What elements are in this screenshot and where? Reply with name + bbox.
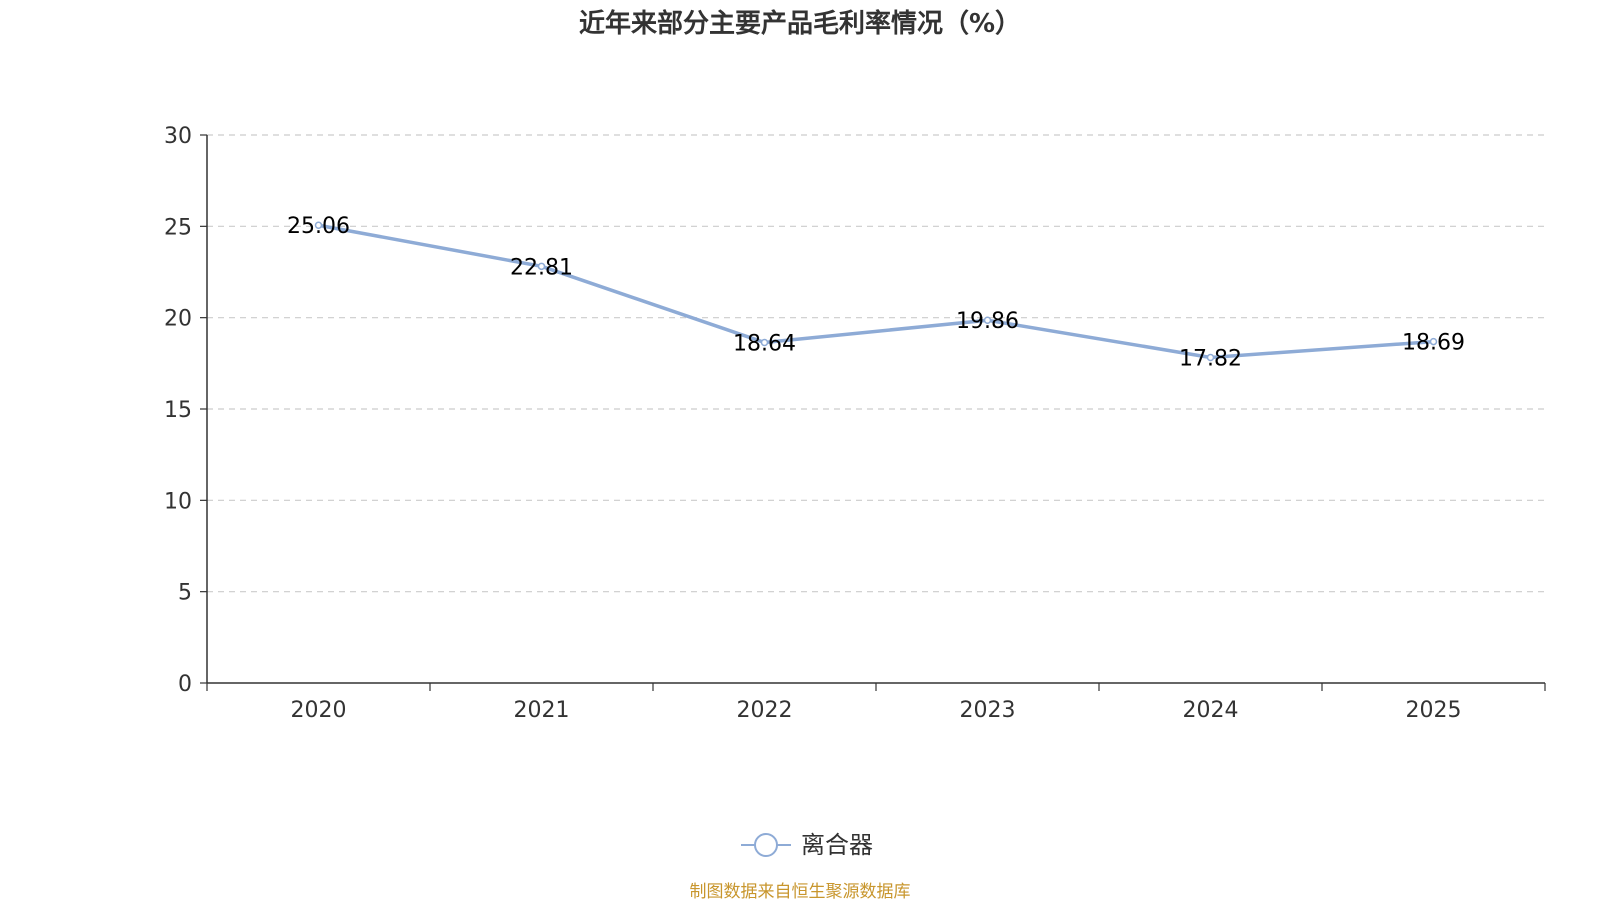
x-tick-label: 2023	[960, 698, 1016, 723]
x-tick-label: 2021	[514, 698, 570, 723]
data-point[interactable]	[537, 262, 546, 271]
y-tick-label: 30	[164, 124, 192, 149]
y-tick-label: 10	[164, 489, 192, 514]
x-tick-label: 2022	[737, 698, 793, 723]
data-point[interactable]	[1429, 337, 1438, 346]
data-point[interactable]	[760, 338, 769, 347]
data-label: 19.86	[956, 309, 1019, 334]
legend[interactable]: 离合器	[741, 831, 873, 859]
y-tick-label: 15	[164, 398, 192, 423]
data-label: 17.82	[1179, 346, 1242, 371]
y-tick-label: 25	[164, 215, 192, 240]
data-label: 22.81	[510, 255, 573, 280]
data-point[interactable]	[983, 316, 992, 324]
y-tick-label: 20	[164, 307, 192, 332]
series-layer	[314, 221, 1438, 362]
source-note: 制图数据来自恒生聚源数据库	[690, 882, 911, 900]
x-tick-label: 2020	[291, 698, 347, 723]
grid-lines	[207, 134, 1545, 593]
legend-label: 离合器	[801, 831, 873, 859]
y-tick-label: 5	[178, 581, 192, 606]
series-line	[316, 223, 1436, 360]
legend-marker-icon	[754, 833, 778, 857]
chart-title: 近年来部分主要产品毛利率情况（%）	[579, 8, 1021, 39]
data-label: 18.69	[1402, 331, 1465, 356]
x-tick-label: 2024	[1183, 698, 1239, 723]
data-label: 18.64	[733, 332, 796, 357]
data-label: 25.06	[287, 214, 350, 239]
y-tick-label: 0	[178, 672, 192, 697]
data-labels: 25.06 22.81 18.64 19.86 17.82 18.69	[287, 214, 1465, 371]
data-point[interactable]	[1206, 353, 1215, 362]
x-tick-label: 2025	[1406, 698, 1462, 723]
data-point[interactable]	[314, 221, 323, 229]
